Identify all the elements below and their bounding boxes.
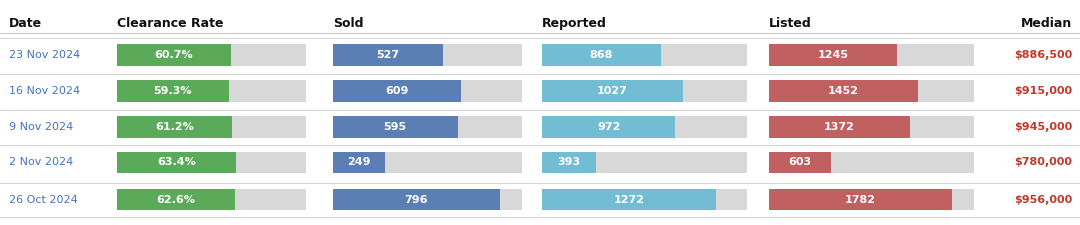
Text: 972: 972 xyxy=(597,122,620,132)
Text: 603: 603 xyxy=(788,158,811,167)
FancyBboxPatch shape xyxy=(333,189,522,211)
FancyBboxPatch shape xyxy=(769,152,974,173)
FancyBboxPatch shape xyxy=(333,189,500,211)
FancyBboxPatch shape xyxy=(117,45,306,66)
Text: 62.6%: 62.6% xyxy=(157,195,195,205)
FancyBboxPatch shape xyxy=(333,45,443,66)
Text: 16 Nov 2024: 16 Nov 2024 xyxy=(9,86,80,96)
FancyBboxPatch shape xyxy=(333,45,522,66)
FancyBboxPatch shape xyxy=(542,152,596,173)
FancyBboxPatch shape xyxy=(333,81,460,102)
FancyBboxPatch shape xyxy=(769,189,974,211)
Text: 1027: 1027 xyxy=(597,86,627,96)
Text: 1372: 1372 xyxy=(824,122,854,132)
FancyBboxPatch shape xyxy=(542,81,683,102)
Text: 9 Nov 2024: 9 Nov 2024 xyxy=(9,122,72,132)
FancyBboxPatch shape xyxy=(117,117,306,138)
Text: 63.4%: 63.4% xyxy=(158,158,195,167)
FancyBboxPatch shape xyxy=(542,152,747,173)
Text: $956,000: $956,000 xyxy=(1014,195,1072,205)
Text: 1782: 1782 xyxy=(845,195,876,205)
FancyBboxPatch shape xyxy=(542,189,747,211)
FancyBboxPatch shape xyxy=(769,81,918,102)
FancyBboxPatch shape xyxy=(117,45,231,66)
FancyBboxPatch shape xyxy=(333,117,458,138)
Text: 595: 595 xyxy=(383,122,407,132)
Text: Reported: Reported xyxy=(542,17,607,30)
Text: Listed: Listed xyxy=(769,17,812,30)
FancyBboxPatch shape xyxy=(542,45,747,66)
Text: 26 Oct 2024: 26 Oct 2024 xyxy=(9,195,78,205)
Text: Clearance Rate: Clearance Rate xyxy=(117,17,224,30)
FancyBboxPatch shape xyxy=(117,81,229,102)
Text: Date: Date xyxy=(9,17,42,30)
Text: 1452: 1452 xyxy=(828,86,859,96)
Text: 796: 796 xyxy=(405,195,428,205)
FancyBboxPatch shape xyxy=(769,45,896,66)
Text: 1245: 1245 xyxy=(818,50,848,60)
FancyBboxPatch shape xyxy=(117,189,235,211)
FancyBboxPatch shape xyxy=(542,189,716,211)
Text: 868: 868 xyxy=(590,50,613,60)
FancyBboxPatch shape xyxy=(769,189,951,211)
Text: 1272: 1272 xyxy=(613,195,645,205)
FancyBboxPatch shape xyxy=(333,117,522,138)
FancyBboxPatch shape xyxy=(117,81,306,102)
FancyBboxPatch shape xyxy=(769,117,974,138)
FancyBboxPatch shape xyxy=(117,117,232,138)
FancyBboxPatch shape xyxy=(542,117,675,138)
Text: $886,500: $886,500 xyxy=(1014,50,1072,60)
Text: Median: Median xyxy=(1022,17,1072,30)
FancyBboxPatch shape xyxy=(542,81,747,102)
Text: 60.7%: 60.7% xyxy=(154,50,193,60)
FancyBboxPatch shape xyxy=(333,152,384,173)
FancyBboxPatch shape xyxy=(117,152,306,173)
FancyBboxPatch shape xyxy=(333,81,522,102)
Text: $945,000: $945,000 xyxy=(1014,122,1072,132)
Text: 527: 527 xyxy=(377,50,400,60)
Text: 23 Nov 2024: 23 Nov 2024 xyxy=(9,50,80,60)
Text: 2 Nov 2024: 2 Nov 2024 xyxy=(9,158,72,167)
Text: 61.2%: 61.2% xyxy=(156,122,193,132)
FancyBboxPatch shape xyxy=(542,117,747,138)
FancyBboxPatch shape xyxy=(333,152,522,173)
Text: 249: 249 xyxy=(347,158,370,167)
Text: 609: 609 xyxy=(384,86,408,96)
Text: $780,000: $780,000 xyxy=(1014,158,1072,167)
Text: $915,000: $915,000 xyxy=(1014,86,1072,96)
FancyBboxPatch shape xyxy=(769,81,974,102)
Text: Sold: Sold xyxy=(333,17,363,30)
FancyBboxPatch shape xyxy=(769,117,909,138)
Text: 393: 393 xyxy=(557,158,581,167)
FancyBboxPatch shape xyxy=(769,152,831,173)
Text: 59.3%: 59.3% xyxy=(153,86,192,96)
FancyBboxPatch shape xyxy=(117,189,306,211)
FancyBboxPatch shape xyxy=(117,152,237,173)
FancyBboxPatch shape xyxy=(542,45,661,66)
FancyBboxPatch shape xyxy=(769,45,974,66)
